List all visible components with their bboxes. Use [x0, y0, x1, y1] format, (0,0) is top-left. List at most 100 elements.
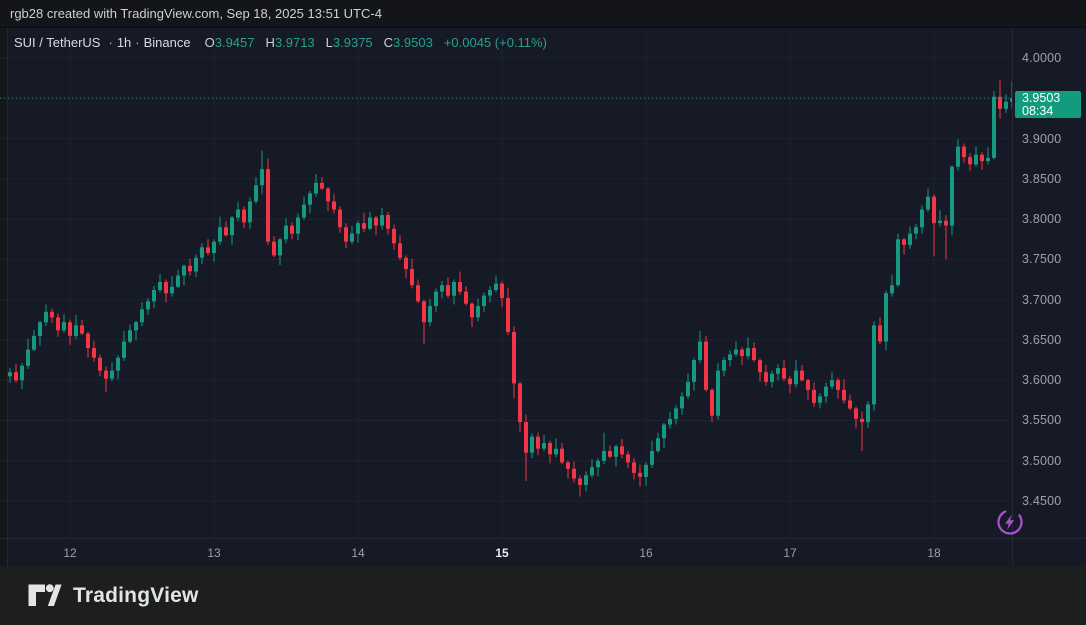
- candle: [404, 255, 408, 278]
- time-tick-label: 18: [927, 546, 941, 560]
- candle: [170, 276, 174, 297]
- candle: [356, 220, 360, 243]
- chart-pane[interactable]: SUI / TetherUS · 1h · Binance O3.9457 H3…: [0, 28, 1086, 566]
- candle: [908, 226, 912, 249]
- candle: [530, 433, 534, 459]
- boost-button[interactable]: [994, 506, 1026, 538]
- candle: [632, 458, 636, 480]
- ohlc-values: O3.9457 H3.9713 L3.9375 C3.9503 +0.0045 …: [205, 35, 547, 50]
- candle: [20, 363, 24, 390]
- candle: [452, 279, 456, 305]
- candle: [698, 331, 702, 364]
- candle: [782, 360, 786, 381]
- candle: [470, 302, 474, 328]
- time-axis[interactable]: 12 13 14 15 16 17 18: [0, 538, 1086, 566]
- candle: [914, 224, 918, 240]
- candle: [854, 406, 858, 429]
- price-tick-label: 4.0000: [1022, 51, 1062, 65]
- candle: [536, 432, 540, 456]
- candle: [338, 206, 342, 233]
- candle: [134, 320, 138, 340]
- candle: [302, 196, 306, 220]
- candle: [764, 364, 768, 386]
- candle: [290, 222, 294, 240]
- legend: SUI / TetherUS · 1h · Binance O3.9457 H3…: [14, 35, 547, 50]
- candle: [710, 388, 714, 423]
- interval-label[interactable]: 1h: [116, 35, 132, 50]
- candle: [494, 275, 498, 293]
- candle: [860, 411, 864, 452]
- candle: [668, 411, 672, 429]
- open-value: O3.9457: [204, 35, 255, 50]
- candle: [590, 459, 594, 478]
- candle: [62, 314, 66, 333]
- price-axis[interactable]: 3.9503 08:34 4.00003.95003.90003.85003.8…: [1012, 28, 1086, 566]
- candle: [230, 215, 234, 245]
- candle: [500, 281, 504, 307]
- candle: [104, 366, 108, 393]
- candle: [572, 461, 576, 483]
- candle: [254, 177, 258, 204]
- candle: [884, 290, 888, 351]
- candle: [464, 286, 468, 306]
- candle: [992, 91, 996, 160]
- candle: [272, 236, 276, 257]
- symbol-title[interactable]: SUI / TetherUS: [14, 35, 101, 50]
- time-tick-label: 13: [207, 546, 221, 560]
- candle: [56, 313, 60, 337]
- candle: [656, 432, 660, 453]
- footer-bar: TradingView: [0, 566, 1086, 625]
- attribution-bar: rgb28 created with TradingView.com, Sep …: [0, 0, 1086, 28]
- candle: [1010, 81, 1012, 109]
- candlestick-plot[interactable]: [0, 28, 1012, 538]
- candle: [806, 378, 810, 400]
- candle: [218, 216, 222, 245]
- candle: [116, 355, 120, 380]
- candle: [206, 239, 210, 256]
- candle: [194, 254, 198, 278]
- candle: [506, 287, 510, 336]
- candle: [950, 165, 954, 236]
- close-value: C3.9503: [383, 35, 433, 50]
- bar-countdown: 08:34: [1022, 104, 1054, 118]
- candle: [362, 212, 366, 232]
- tradingview-brand-text[interactable]: TradingView: [73, 583, 199, 607]
- candle: [818, 393, 822, 409]
- tradingview-logo-icon[interactable]: [27, 582, 62, 609]
- candle: [434, 288, 438, 312]
- candle: [644, 462, 648, 486]
- candle: [638, 464, 642, 487]
- exchange-label: Binance: [143, 35, 191, 50]
- candle: [74, 315, 78, 340]
- candle: [956, 139, 960, 171]
- candle: [944, 215, 948, 260]
- time-tick-label: 12: [63, 546, 77, 560]
- candle: [242, 206, 246, 228]
- candle: [482, 292, 486, 312]
- candle: [542, 435, 546, 452]
- candle: [146, 298, 150, 315]
- candle: [446, 277, 450, 299]
- candle: [212, 239, 216, 262]
- candle: [380, 207, 384, 230]
- candle: [836, 377, 840, 399]
- candle: [320, 177, 324, 191]
- candle: [986, 147, 990, 165]
- legend-separator: ·: [135, 35, 140, 50]
- attribution-text: rgb28 created with TradingView.com, Sep …: [10, 6, 382, 21]
- last-price: 3.9503: [1022, 91, 1061, 105]
- candle: [800, 364, 804, 382]
- candle: [740, 347, 744, 365]
- candle: [650, 440, 654, 468]
- candle: [428, 298, 432, 327]
- candle: [182, 264, 186, 286]
- candle: [512, 326, 516, 398]
- candle: [938, 210, 942, 227]
- candle: [746, 337, 750, 360]
- candle: [920, 205, 924, 234]
- candle: [926, 188, 930, 212]
- candle: [164, 279, 168, 303]
- candle: [80, 319, 84, 336]
- price-tick-label: 3.8500: [1022, 172, 1062, 186]
- candle: [548, 440, 552, 464]
